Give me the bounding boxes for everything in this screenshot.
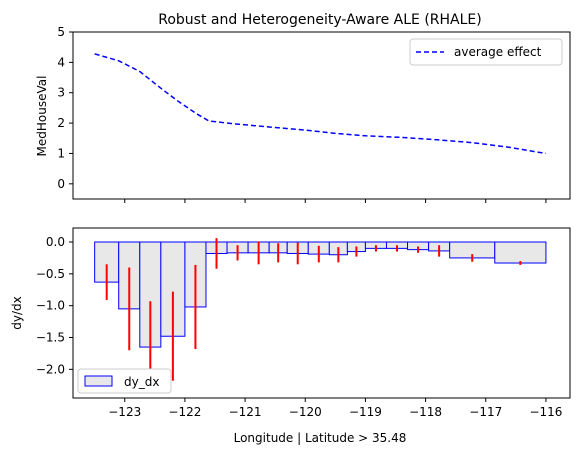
bottom-x-tick-label: −122 [168,405,201,419]
bottom-axis-ticks: −123 −122 −121 −120 −119 −118 −117 −116 −2.0 −1.5… [36,235,563,419]
bottom-x-tick-label: −119 [349,405,382,419]
bottom-panel: −123 −122 −121 −120 −119 −118 −117 −116 −2.0 −1.5… [10,227,571,445]
legend-swatch-dy-dx [84,375,113,387]
bottom-legend-box [77,368,172,394]
dy-dx-bar [160,241,186,337]
bottom-legend: dy_dx [77,368,172,394]
legend-label-dy-dx: dy_dx [124,375,159,389]
top-panel: Robust and Heterogeneity-Aware ALE (RHAL… [35,12,571,203]
top-y-tick-label: 0 [57,177,65,191]
top-y-tick-label: 5 [57,25,65,39]
bottom-y-tick-label: 0.0 [46,235,65,249]
bottom-x-tick-label: −118 [409,405,442,419]
bottom-y-tick-label: −1.0 [36,299,65,313]
chart-title: Robust and Heterogeneity-Aware ALE (RHAL… [158,12,481,28]
bottom-x-tick-label: −123 [108,405,141,419]
top-y-tick-label: 3 [57,86,65,100]
bottom-x-tick-label: −121 [229,405,262,419]
top-y-tick-label: 4 [57,55,65,69]
top-legend-box [409,38,563,66]
top-plot-area [94,53,547,155]
bottom-x-axis-label: Longitude | Latitude > 35.48 [234,431,407,445]
top-y-tick-label: 1 [57,146,65,160]
bottom-axes-frame [72,227,571,399]
average-effect-line [94,53,547,155]
top-axes-frame [72,31,571,200]
top-y-tick-label: 2 [57,116,65,130]
top-legend: average effect [409,38,563,66]
bottom-y-axis-label: dy/dx [10,296,24,329]
bottom-x-tick-label: −117 [469,405,502,419]
bottom-x-tick-label: −120 [289,405,322,419]
bottom-y-tick-label: −0.5 [36,267,65,281]
bottom-x-tick-label: −116 [529,405,562,419]
bottom-y-tick-label: −1.5 [36,331,65,345]
bottom-y-tick-label: −2.0 [36,362,65,376]
dy-dx-bar [494,241,547,264]
bottom-plot-area [94,238,547,393]
top-axis-ticks: 0 1 2 3 4 5 [57,25,547,203]
top-y-axis-label: MedHouseVal [35,76,49,157]
legend-label-average-effect: average effect [454,45,542,59]
